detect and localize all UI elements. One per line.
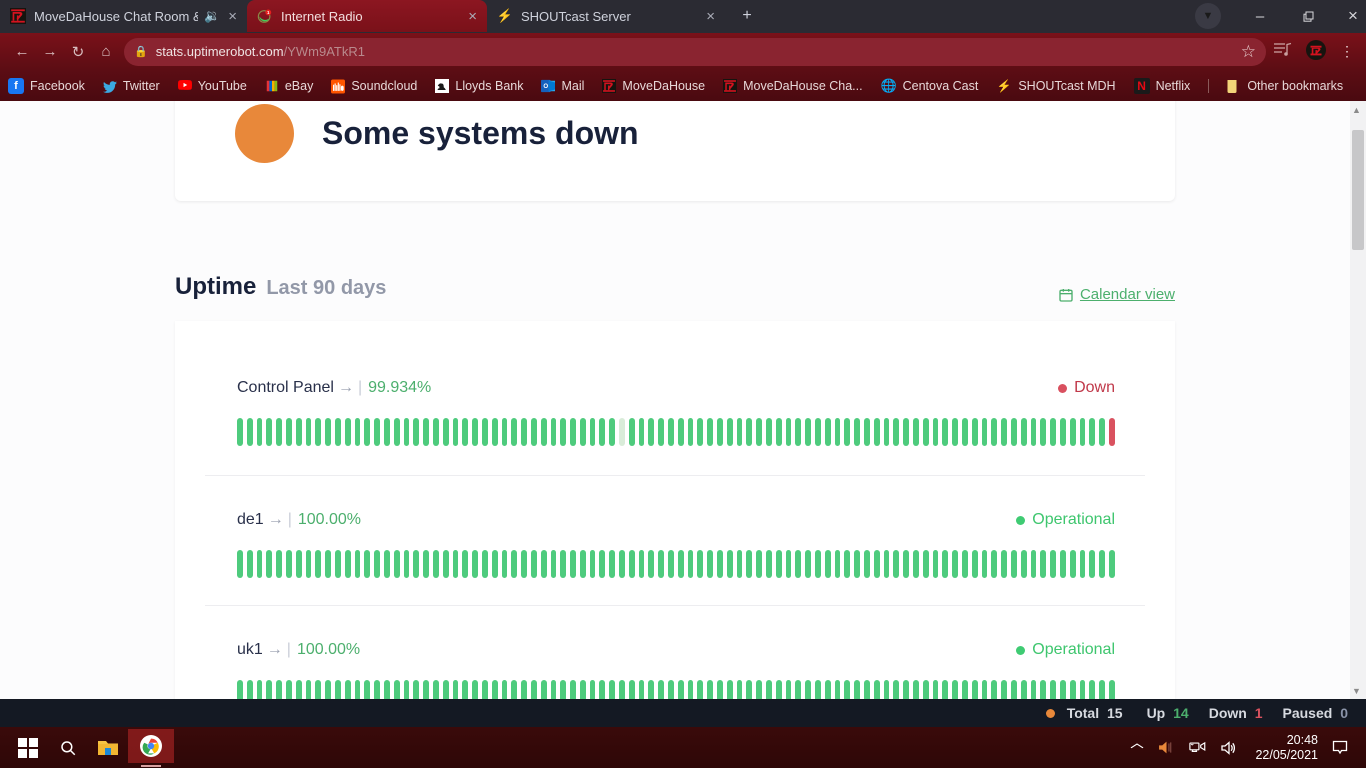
svg-text:O: O: [544, 83, 549, 90]
